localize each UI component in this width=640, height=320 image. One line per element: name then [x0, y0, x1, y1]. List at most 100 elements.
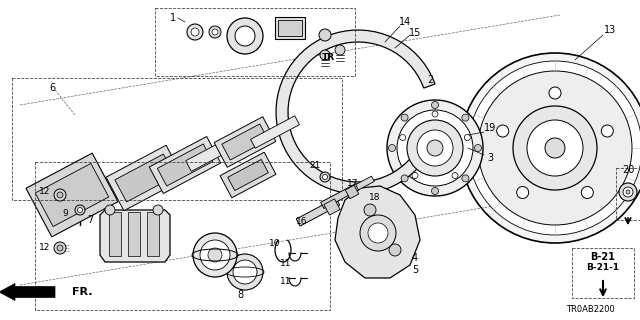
Polygon shape [276, 30, 435, 194]
Circle shape [227, 254, 263, 290]
Text: B-21-1: B-21-1 [586, 263, 620, 273]
Text: 3: 3 [487, 153, 493, 163]
Circle shape [235, 26, 255, 46]
Text: TR: TR [321, 52, 335, 61]
Text: 12: 12 [39, 188, 51, 196]
Polygon shape [296, 198, 340, 226]
Circle shape [460, 53, 640, 243]
Text: 15: 15 [409, 28, 421, 38]
Circle shape [209, 26, 221, 38]
Circle shape [401, 175, 408, 182]
Text: 7: 7 [87, 215, 93, 225]
Polygon shape [278, 20, 302, 36]
Circle shape [462, 114, 469, 121]
Circle shape [153, 205, 163, 215]
Circle shape [401, 114, 408, 121]
FancyArrow shape [0, 284, 55, 300]
Circle shape [212, 29, 218, 35]
Text: 18: 18 [369, 193, 381, 202]
Circle shape [602, 125, 613, 137]
Polygon shape [106, 145, 184, 211]
Circle shape [417, 130, 453, 166]
Circle shape [187, 24, 203, 40]
Circle shape [75, 205, 85, 215]
Polygon shape [109, 212, 121, 256]
Circle shape [57, 245, 63, 251]
Circle shape [465, 134, 470, 140]
Circle shape [191, 28, 199, 36]
Text: 9: 9 [62, 210, 68, 219]
Circle shape [389, 244, 401, 256]
Circle shape [387, 100, 483, 196]
Polygon shape [35, 164, 109, 227]
Text: 16: 16 [296, 218, 308, 227]
Circle shape [399, 134, 406, 140]
Circle shape [581, 187, 593, 198]
Circle shape [233, 260, 257, 284]
Bar [155, 8, 355, 76]
Text: 14: 14 [399, 17, 411, 27]
Circle shape [364, 204, 376, 216]
Circle shape [320, 172, 330, 182]
Circle shape [626, 190, 630, 194]
Polygon shape [149, 137, 221, 194]
Text: 4: 4 [412, 253, 418, 263]
Polygon shape [100, 210, 170, 262]
Polygon shape [324, 199, 340, 215]
Circle shape [227, 18, 263, 54]
Polygon shape [157, 144, 212, 186]
Polygon shape [275, 17, 305, 39]
Circle shape [513, 106, 597, 190]
Bar [35, 162, 330, 310]
Polygon shape [222, 124, 268, 160]
Circle shape [412, 172, 418, 179]
Polygon shape [220, 152, 276, 198]
Text: B-21: B-21 [591, 252, 616, 262]
Bar [12, 78, 342, 200]
Circle shape [54, 242, 66, 254]
Circle shape [368, 223, 388, 243]
Bar [616, 168, 640, 220]
Circle shape [323, 174, 328, 180]
Circle shape [545, 138, 565, 158]
Circle shape [77, 207, 83, 212]
Text: 8: 8 [237, 290, 243, 300]
Circle shape [388, 145, 396, 151]
Circle shape [549, 87, 561, 99]
Text: 10: 10 [269, 238, 281, 247]
Text: 12: 12 [39, 244, 51, 252]
Text: 13: 13 [604, 25, 616, 35]
Circle shape [320, 50, 330, 60]
Polygon shape [335, 186, 420, 278]
Polygon shape [228, 159, 268, 190]
Circle shape [452, 172, 458, 179]
Text: 5: 5 [412, 265, 418, 275]
Text: 17: 17 [348, 179, 359, 188]
Circle shape [407, 120, 463, 176]
Bar [572, 248, 634, 298]
Polygon shape [321, 184, 359, 208]
Circle shape [431, 101, 438, 108]
Circle shape [208, 248, 222, 262]
Circle shape [468, 61, 640, 235]
Circle shape [497, 125, 509, 137]
Circle shape [516, 187, 529, 198]
Circle shape [360, 215, 396, 251]
Polygon shape [128, 212, 140, 256]
Polygon shape [147, 212, 159, 256]
Circle shape [478, 71, 632, 225]
Polygon shape [214, 117, 276, 167]
Circle shape [619, 183, 637, 201]
Text: 21: 21 [309, 162, 321, 171]
Circle shape [57, 192, 63, 198]
Polygon shape [26, 153, 118, 237]
Polygon shape [345, 185, 359, 199]
Text: 2: 2 [427, 75, 433, 85]
Circle shape [474, 145, 481, 151]
Text: 11: 11 [280, 259, 292, 268]
Circle shape [193, 233, 237, 277]
Circle shape [431, 188, 438, 195]
Polygon shape [186, 132, 244, 172]
Circle shape [54, 189, 66, 201]
Text: FR.: FR. [72, 287, 93, 297]
